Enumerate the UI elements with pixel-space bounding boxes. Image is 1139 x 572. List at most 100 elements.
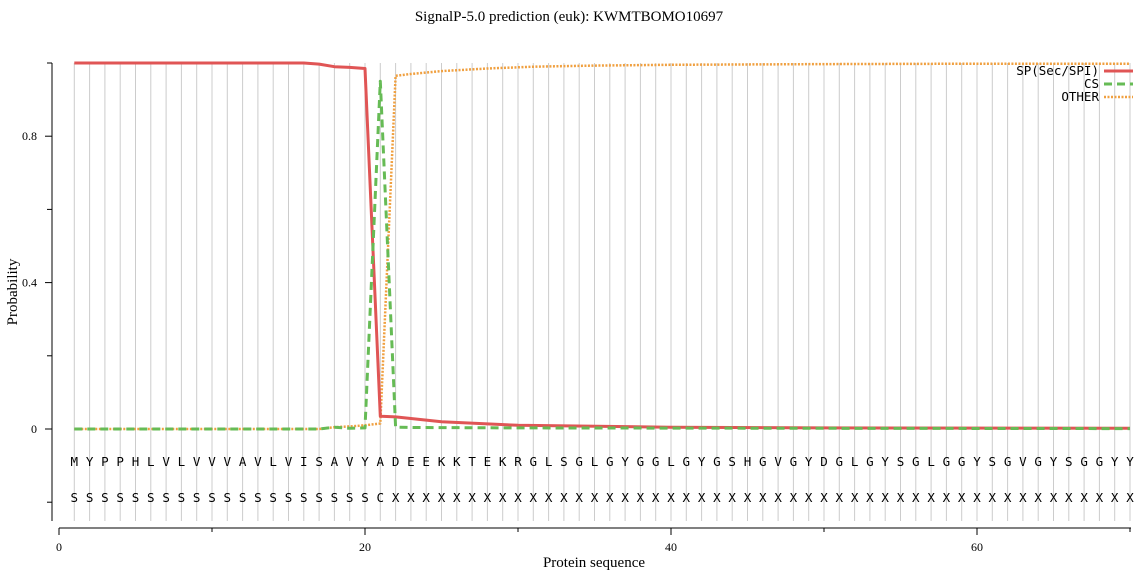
residue-label: X xyxy=(575,490,583,505)
legend-label: OTHER xyxy=(1061,89,1099,104)
residue-label: X xyxy=(652,490,660,505)
x-axis-label: Protein sequence xyxy=(543,555,645,571)
residue-letter: V xyxy=(162,454,170,469)
residue-letter: Y xyxy=(1050,454,1058,469)
residue-label: X xyxy=(545,490,553,505)
residue-letter: G xyxy=(713,454,721,469)
residue-label: X xyxy=(1019,490,1027,505)
residue-label: X xyxy=(514,490,522,505)
residue-label: S xyxy=(132,490,140,505)
residue-label: X xyxy=(927,490,935,505)
residue-letter: V xyxy=(208,454,216,469)
residue-label: X xyxy=(530,490,538,505)
residue-label: X xyxy=(912,490,920,505)
residue-label: S xyxy=(224,490,232,505)
residue-letter: L xyxy=(851,454,859,469)
residue-letter: K xyxy=(453,454,461,469)
grid-layer xyxy=(73,63,1131,521)
residue-letter: V xyxy=(774,454,782,469)
residue-label: X xyxy=(897,490,905,505)
residue-letter: L xyxy=(667,454,675,469)
legend-label: CS xyxy=(1084,76,1099,91)
residue-label: X xyxy=(958,490,966,505)
residue-label: X xyxy=(1126,490,1134,505)
residue-letter: V xyxy=(193,454,201,469)
residue-label: S xyxy=(101,490,109,505)
y-tick-label: 0.4 xyxy=(22,276,37,290)
residue-label: X xyxy=(805,490,813,505)
residue-letter: G xyxy=(575,454,583,469)
residue-label: S xyxy=(239,490,247,505)
y-tick-label: 0.8 xyxy=(22,129,37,143)
residue-label: X xyxy=(438,490,446,505)
residue-letter: Y xyxy=(1111,454,1119,469)
residue-label: X xyxy=(836,490,844,505)
residue-label: X xyxy=(881,490,889,505)
residue-label: S xyxy=(315,490,323,505)
residue-letter: G xyxy=(866,454,874,469)
residue-letter: V xyxy=(1019,454,1027,469)
residue-letter: V xyxy=(224,454,232,469)
residue-label: X xyxy=(1034,490,1042,505)
residue-letter: P xyxy=(101,454,109,469)
residue-letter: L xyxy=(591,454,599,469)
residue-letter: M xyxy=(71,454,79,469)
residue-label: X xyxy=(851,490,859,505)
axes-layer: 0 0.4 0.8 0 20 40 60 xyxy=(22,62,1131,554)
residue-letter: A xyxy=(377,454,385,469)
x-tick-label: 40 xyxy=(665,540,677,554)
residue-letter: H xyxy=(132,454,140,469)
residue-letter: Y xyxy=(86,454,94,469)
residue-label: X xyxy=(943,490,951,505)
residue-label: S xyxy=(269,490,277,505)
residue-letter: A xyxy=(239,454,247,469)
series-line-cs xyxy=(74,79,1131,431)
residue-letter: G xyxy=(836,454,844,469)
residue-letter: Y xyxy=(621,454,629,469)
residue-label: X xyxy=(989,490,997,505)
residue-letter: G xyxy=(759,454,767,469)
residue-label: X xyxy=(866,490,874,505)
residue-label: X xyxy=(667,490,675,505)
residue-label: S xyxy=(178,490,186,505)
residue-label: X xyxy=(683,490,691,505)
residue-letter: E xyxy=(407,454,415,469)
residue-letter: S xyxy=(560,454,568,469)
residue-label: X xyxy=(790,490,798,505)
residue-label: X xyxy=(606,490,614,505)
residue-label: X xyxy=(1004,490,1012,505)
residue-letter: G xyxy=(606,454,614,469)
x-tick-label: 60 xyxy=(971,540,983,554)
residue-label: S xyxy=(285,490,293,505)
residue-label: S xyxy=(208,490,216,505)
residue-letter: V xyxy=(346,454,354,469)
residue-label: X xyxy=(499,490,507,505)
residue-letter: G xyxy=(530,454,538,469)
y-axis-label: Probability xyxy=(5,258,21,325)
residue-label: S xyxy=(162,490,170,505)
residue-letter: G xyxy=(943,454,951,469)
residue-letter: K xyxy=(499,454,507,469)
residue-label: X xyxy=(468,490,476,505)
residue-letter: G xyxy=(683,454,691,469)
residue-letter: G xyxy=(790,454,798,469)
chart-title: SignalP-5.0 prediction (euk): KWMTBOMO10… xyxy=(415,9,724,25)
residue-letter: G xyxy=(652,454,660,469)
residue-label: X xyxy=(453,490,461,505)
residue-label: S xyxy=(71,490,79,505)
residue-letter: I xyxy=(300,454,308,469)
residue-letter: D xyxy=(820,454,828,469)
series-line-sp-sec-spi xyxy=(74,61,1131,430)
residue-letter: L xyxy=(927,454,935,469)
residue-letter: T xyxy=(468,454,476,469)
residue-letter: Y xyxy=(881,454,889,469)
residue-label: X xyxy=(1080,490,1088,505)
residue-label: S xyxy=(116,490,124,505)
residue-letter: G xyxy=(1096,454,1104,469)
residue-letter: V xyxy=(285,454,293,469)
series-line-other xyxy=(74,62,1130,431)
residue-letter: G xyxy=(958,454,966,469)
residue-label: X xyxy=(637,490,645,505)
